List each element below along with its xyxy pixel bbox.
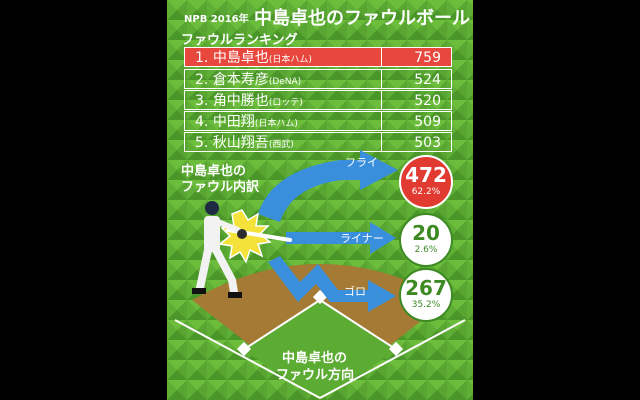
team-name: (日本ハム) — [268, 55, 312, 65]
field-label-line2: ファウル方向 — [276, 368, 355, 383]
fly-count: 472 — [405, 163, 447, 187]
fly-arrow — [258, 150, 398, 222]
team-name: (ロッテ) — [268, 98, 303, 108]
ranking-row-3: 3. 角中勝也(ロッテ) 520 — [184, 90, 452, 110]
row-divider — [381, 91, 382, 109]
player-name: 倉本寿彦 — [212, 72, 269, 88]
row-divider — [381, 48, 382, 66]
grounder-arrow — [268, 256, 396, 312]
row-divider — [381, 112, 382, 130]
player-name: 秋山翔吾 — [212, 135, 269, 151]
foul-count: 520 — [414, 93, 441, 109]
grounder-badge: 267 35.2% — [399, 268, 453, 322]
rank-number: 5. — [195, 135, 209, 151]
row-divider — [381, 70, 382, 88]
ranking-row-5: 5. 秋山翔吾(西武) 503 — [184, 132, 452, 152]
ranking-row-1: 1. 中島卓也(日本ハム) 759 — [184, 47, 452, 67]
breakdown-title-line1: 中島卓也の — [181, 164, 247, 179]
liner-percent: 2.6% — [414, 245, 438, 255]
rank-number: 2. — [195, 72, 209, 88]
team-name: (西武) — [268, 140, 294, 150]
liner-badge: 20 2.6% — [399, 213, 453, 267]
player-name: 角中勝也 — [212, 93, 269, 109]
team-name: (DeNA) — [268, 77, 302, 87]
team-name: (日本ハム) — [254, 119, 298, 129]
foul-count: 524 — [414, 72, 441, 88]
page-title: 中島卓也のファウルボール — [254, 8, 470, 29]
batter-figure — [192, 201, 292, 298]
liner-label: ライナー — [340, 232, 384, 245]
player-name: 中島卓也 — [212, 50, 269, 66]
fly-badge: 472 62.2% — [399, 155, 453, 209]
grounder-count: 267 — [405, 276, 447, 300]
liner-arrow — [286, 222, 396, 254]
fly-label: フライ — [345, 156, 378, 169]
header-prefix: NPB 2016年 — [184, 14, 249, 25]
ranking-row-4: 4. 中田翔(日本ハム) 509 — [184, 111, 452, 131]
rank-number: 1. — [195, 50, 209, 66]
rank-number: 3. — [195, 93, 209, 109]
field-label-line1: 中島卓也の — [282, 351, 348, 366]
first-base — [388, 341, 404, 357]
row-divider — [381, 133, 382, 151]
player-name: 中田翔 — [212, 114, 255, 130]
foul-count: 503 — [414, 135, 441, 151]
foul-count: 759 — [414, 50, 441, 66]
ranking-row-2: 2. 倉本寿彦(DeNA) 524 — [184, 69, 452, 89]
grounder-label: ゴロ — [344, 285, 366, 298]
rank-number: 4. — [195, 114, 209, 130]
third-base — [236, 341, 252, 357]
foul-count: 509 — [414, 114, 441, 130]
fly-percent: 62.2% — [411, 187, 441, 197]
ranking-title: ファウルランキング — [181, 33, 298, 48]
breakdown-title-line2: ファウル内訳 — [181, 180, 260, 195]
liner-count: 20 — [412, 221, 440, 245]
grounder-percent: 35.2% — [411, 300, 441, 310]
